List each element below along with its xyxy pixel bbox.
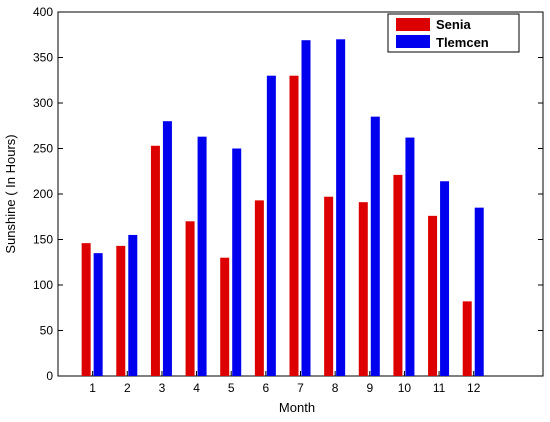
- x-tick-label-10: 10: [398, 381, 412, 395]
- x-tick-label-6: 6: [263, 381, 270, 395]
- y-tick-label: 200: [33, 187, 53, 201]
- x-tick-label-4: 4: [193, 381, 200, 395]
- bars-layer: [81, 39, 484, 377]
- y-tick-label: 0: [46, 369, 53, 383]
- bar-senia-1: [81, 243, 91, 376]
- x-tick-label-3: 3: [159, 381, 166, 395]
- bar-tlemcen-6: [266, 75, 276, 376]
- bar-senia-2: [116, 245, 126, 376]
- bar-tlemcen-3: [162, 121, 172, 376]
- x-tick-label-1: 1: [89, 381, 96, 395]
- legend: Senia Tlemcen: [387, 13, 520, 53]
- y-tick-label: 100: [33, 278, 53, 292]
- bar-senia-4: [185, 221, 195, 376]
- bar-tlemcen-9: [370, 116, 380, 377]
- bar-tlemcen-1: [93, 253, 103, 376]
- legend-swatch-tlemcen: [396, 35, 430, 48]
- x-tick-label-5: 5: [228, 381, 235, 395]
- bar-tlemcen-12: [474, 207, 484, 376]
- legend-label-tlemcen: Tlemcen: [436, 35, 489, 50]
- y-tick-label: 400: [33, 5, 53, 19]
- bar-tlemcen-8: [336, 39, 346, 377]
- bar-senia-6: [254, 200, 264, 376]
- legend-swatch-senia: [396, 18, 430, 31]
- bar-tlemcen-5: [232, 148, 242, 376]
- x-axis-ticks: 1 2 3 4 5 6 7 8 9 10 11 12: [89, 371, 481, 395]
- plot-area: [57, 11, 544, 377]
- x-axis-label: Month: [279, 400, 315, 415]
- bar-senia-10: [393, 174, 403, 376]
- bar-tlemcen-11: [440, 181, 450, 376]
- x-tick-label-12: 12: [467, 381, 481, 395]
- bar-senia-3: [150, 145, 160, 376]
- x-tick-label-9: 9: [366, 381, 373, 395]
- y-tick-label: 250: [33, 142, 53, 156]
- y-tick-label: 300: [33, 96, 53, 110]
- y-tick-label: 150: [33, 233, 53, 247]
- bar-senia-5: [220, 257, 230, 376]
- bar-tlemcen-2: [128, 234, 138, 376]
- bar-senia-9: [358, 202, 368, 376]
- bar-senia-11: [428, 215, 438, 376]
- bar-senia-8: [324, 196, 334, 376]
- bar-senia-7: [289, 75, 299, 376]
- bar-senia-12: [462, 301, 472, 376]
- y-tick-label: 50: [40, 324, 54, 338]
- y-tick-label: 350: [33, 51, 53, 65]
- x-tick-label-2: 2: [124, 381, 131, 395]
- y-axis-label: Sunshine ( In Hours): [3, 134, 18, 253]
- bar-tlemcen-4: [197, 136, 207, 376]
- x-tick-label-7: 7: [297, 381, 304, 395]
- bar-tlemcen-10: [405, 137, 415, 376]
- legend-label-senia: Senia: [436, 17, 471, 32]
- x-tick-label-8: 8: [332, 381, 339, 395]
- bar-tlemcen-7: [301, 40, 311, 377]
- x-tick-label-11: 11: [433, 381, 446, 395]
- y-axis-ticks: 0 50 100 150 200 250 300 350 400: [33, 5, 543, 383]
